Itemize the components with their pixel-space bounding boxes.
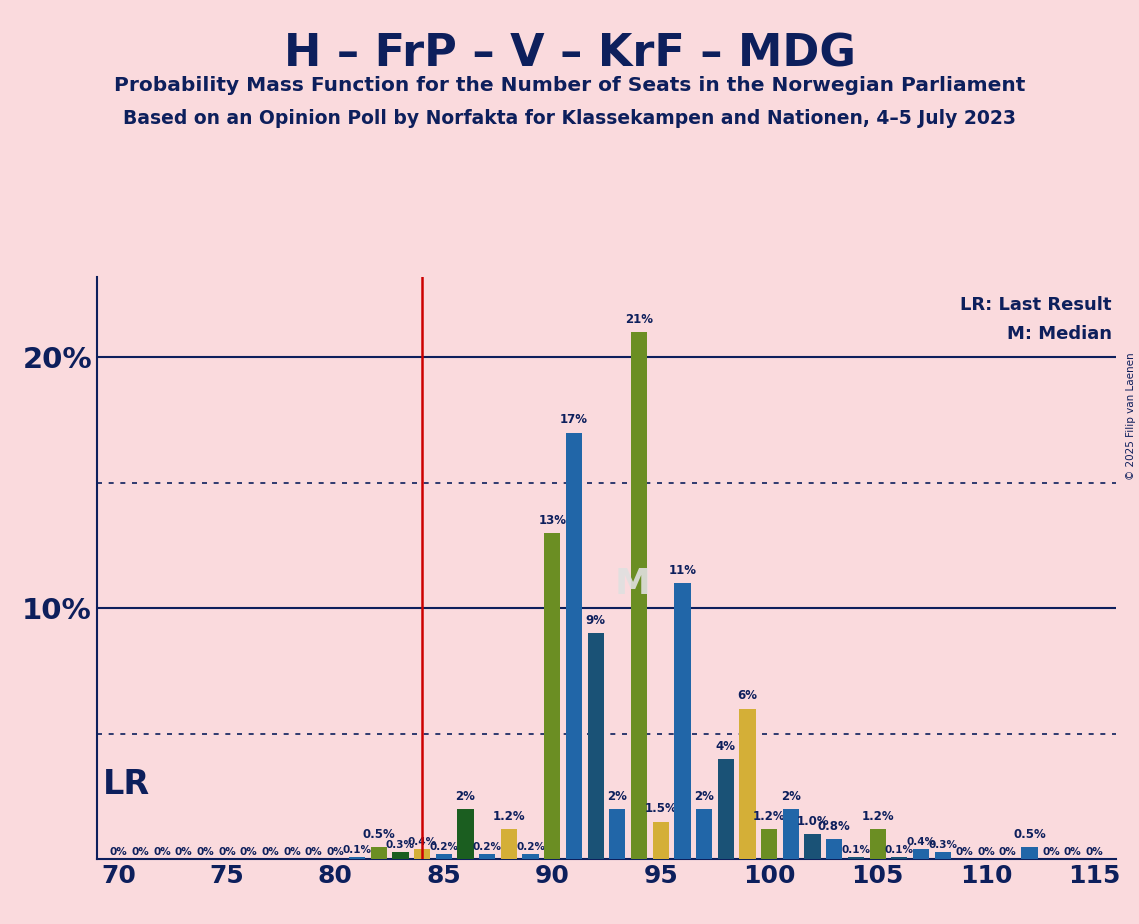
- Text: 0%: 0%: [1085, 847, 1104, 857]
- Bar: [480, 855, 495, 859]
- Text: 0.8%: 0.8%: [818, 820, 851, 833]
- Bar: [370, 846, 387, 859]
- Text: 0%: 0%: [284, 847, 301, 857]
- Text: 2%: 2%: [781, 790, 801, 803]
- Text: 0.4%: 0.4%: [408, 837, 436, 847]
- Text: 1.0%: 1.0%: [796, 815, 829, 828]
- Text: 0%: 0%: [977, 847, 995, 857]
- Text: 2%: 2%: [694, 790, 714, 803]
- Text: 0.5%: 0.5%: [1013, 828, 1046, 841]
- Text: 0%: 0%: [305, 847, 322, 857]
- Text: 0.4%: 0.4%: [907, 837, 935, 847]
- Text: 0%: 0%: [109, 847, 128, 857]
- Text: 0.3%: 0.3%: [386, 840, 415, 850]
- Text: 6%: 6%: [737, 689, 757, 702]
- Bar: [609, 809, 625, 859]
- Bar: [544, 533, 560, 859]
- Text: 1.2%: 1.2%: [861, 810, 894, 823]
- Text: 17%: 17%: [560, 414, 588, 427]
- Text: 2%: 2%: [456, 790, 475, 803]
- Text: 0%: 0%: [262, 847, 279, 857]
- Text: 0%: 0%: [131, 847, 149, 857]
- Text: 0%: 0%: [1042, 847, 1060, 857]
- Bar: [935, 852, 951, 859]
- Bar: [912, 849, 929, 859]
- Bar: [653, 821, 669, 859]
- Text: 0.1%: 0.1%: [885, 845, 913, 855]
- Text: M: M: [615, 567, 650, 601]
- Text: 0%: 0%: [999, 847, 1017, 857]
- Bar: [739, 709, 755, 859]
- Bar: [869, 829, 886, 859]
- Text: 1.5%: 1.5%: [645, 802, 677, 815]
- Text: 0%: 0%: [196, 847, 214, 857]
- Text: 0.1%: 0.1%: [842, 845, 870, 855]
- Text: Probability Mass Function for the Number of Seats in the Norwegian Parliament: Probability Mass Function for the Number…: [114, 76, 1025, 95]
- Bar: [566, 432, 582, 859]
- Bar: [718, 759, 734, 859]
- Text: 0%: 0%: [1064, 847, 1082, 857]
- Bar: [804, 834, 821, 859]
- Text: Based on an Opinion Poll by Norfakta for Klassekampen and Nationen, 4–5 July 202: Based on an Opinion Poll by Norfakta for…: [123, 109, 1016, 128]
- Text: 0%: 0%: [240, 847, 257, 857]
- Bar: [458, 809, 474, 859]
- Bar: [413, 849, 431, 859]
- Text: 0.2%: 0.2%: [473, 843, 501, 852]
- Text: © 2025 Filip van Laenen: © 2025 Filip van Laenen: [1126, 352, 1136, 480]
- Text: 0.5%: 0.5%: [362, 828, 395, 841]
- Bar: [631, 333, 647, 859]
- Text: 1.2%: 1.2%: [753, 810, 786, 823]
- Bar: [782, 809, 800, 859]
- Bar: [1022, 846, 1038, 859]
- Text: 0.1%: 0.1%: [343, 845, 371, 855]
- Bar: [847, 857, 865, 859]
- Text: 0.3%: 0.3%: [928, 840, 957, 850]
- Bar: [588, 634, 604, 859]
- Text: 21%: 21%: [625, 313, 653, 326]
- Text: 9%: 9%: [585, 614, 606, 627]
- Text: LR: LR: [104, 768, 150, 800]
- Bar: [392, 852, 409, 859]
- Text: 4%: 4%: [715, 740, 736, 753]
- Text: 0%: 0%: [956, 847, 973, 857]
- Text: 0%: 0%: [153, 847, 171, 857]
- Text: 0%: 0%: [218, 847, 236, 857]
- Text: 1.2%: 1.2%: [492, 810, 525, 823]
- Text: 11%: 11%: [669, 564, 696, 578]
- Text: 0%: 0%: [174, 847, 192, 857]
- Bar: [436, 855, 452, 859]
- Bar: [891, 857, 908, 859]
- Bar: [674, 583, 690, 859]
- Text: 2%: 2%: [607, 790, 628, 803]
- Text: M: Median: M: Median: [1007, 325, 1112, 343]
- Text: 0.2%: 0.2%: [516, 843, 546, 852]
- Bar: [349, 857, 366, 859]
- Bar: [826, 839, 843, 859]
- Text: 0%: 0%: [327, 847, 344, 857]
- Text: 13%: 13%: [539, 514, 566, 527]
- Bar: [501, 829, 517, 859]
- Bar: [523, 855, 539, 859]
- Text: H – FrP – V – KrF – MDG: H – FrP – V – KrF – MDG: [284, 32, 855, 76]
- Bar: [761, 829, 777, 859]
- Text: 0.2%: 0.2%: [429, 843, 458, 852]
- Text: LR: Last Result: LR: Last Result: [960, 296, 1112, 314]
- Bar: [696, 809, 712, 859]
